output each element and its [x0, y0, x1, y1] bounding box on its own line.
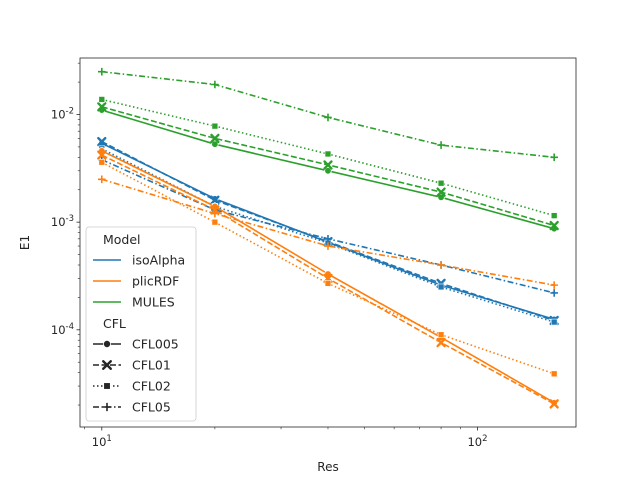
data-point	[324, 167, 332, 175]
legend-frame	[85, 226, 197, 422]
legend-hue-title: Model	[103, 232, 141, 247]
legend-label: CFL02	[132, 379, 171, 394]
data-point	[98, 159, 106, 166]
data-point	[323, 160, 333, 170]
data-point	[97, 150, 107, 160]
y-tick-label: 10-3	[51, 214, 74, 229]
data-point	[97, 136, 107, 147]
series-mules-cfl005	[98, 106, 558, 233]
data-point	[550, 153, 558, 162]
data-point	[210, 195, 220, 205]
x-tick-label: 101	[92, 434, 112, 449]
series-mules-cfl01	[97, 102, 559, 231]
data-point	[98, 96, 106, 103]
series-mules-cfl02	[98, 96, 558, 219]
legend-label: CFL005	[132, 337, 179, 352]
data-point	[211, 122, 219, 130]
data-point	[324, 235, 332, 243]
legend-label: plicRDF	[132, 274, 179, 289]
x-tick-label: 102	[467, 434, 487, 449]
y-axis-label: E1	[18, 235, 32, 250]
legend-marker	[103, 339, 112, 348]
data-point	[549, 399, 559, 409]
legend-label: CFL01	[132, 358, 171, 373]
series-layer	[97, 67, 559, 409]
data-point	[211, 209, 219, 218]
data-point	[97, 67, 106, 76]
x-axis-label: Res	[317, 460, 338, 474]
legend-marker	[102, 360, 112, 370]
data-point	[437, 283, 445, 291]
series-mules-cfl05	[97, 67, 558, 162]
legend-entries: isoAlpha plicRDF MULES CFL005 CFL01 CFL02 CFL0…	[93, 253, 185, 415]
data-point	[324, 280, 332, 287]
data-point	[437, 261, 445, 269]
data-point	[436, 187, 446, 197]
legend-label: CFL05	[132, 400, 171, 415]
legend-label: MULES	[132, 295, 175, 310]
y-tick-label: 10-4	[51, 322, 74, 337]
axes-layer: 101 102 10-4 10-3 10-2	[51, 62, 488, 449]
y-tick-label: 10-2	[51, 107, 74, 122]
data-point	[210, 133, 220, 144]
data-point	[550, 318, 558, 326]
data-point	[437, 141, 445, 149]
series-line	[101, 70, 555, 159]
series-plicrdf-cfl05	[97, 175, 558, 289]
data-point	[324, 150, 332, 158]
data-point	[97, 175, 106, 184]
data-point	[550, 370, 558, 378]
data-point	[211, 140, 219, 148]
data-point	[436, 337, 446, 348]
series-line	[101, 178, 555, 286]
data-point	[97, 102, 107, 112]
data-point	[437, 331, 445, 338]
data-point	[550, 281, 558, 289]
data-point	[324, 113, 332, 122]
data-point	[550, 212, 558, 219]
legend-marker	[102, 402, 112, 412]
data-point	[211, 218, 219, 226]
data-point	[437, 179, 445, 187]
data-point	[211, 80, 219, 89]
data-point	[324, 242, 332, 250]
data-point	[437, 193, 445, 202]
data-point	[550, 289, 558, 297]
legend: Model CFL isoAlpha plicRDF MULES CFL005 CFL0…	[85, 226, 197, 422]
data-point	[549, 220, 559, 231]
legend-label: isoAlpha	[132, 253, 185, 268]
legend-style-title: CFL	[103, 316, 126, 331]
legend-marker	[103, 382, 111, 390]
